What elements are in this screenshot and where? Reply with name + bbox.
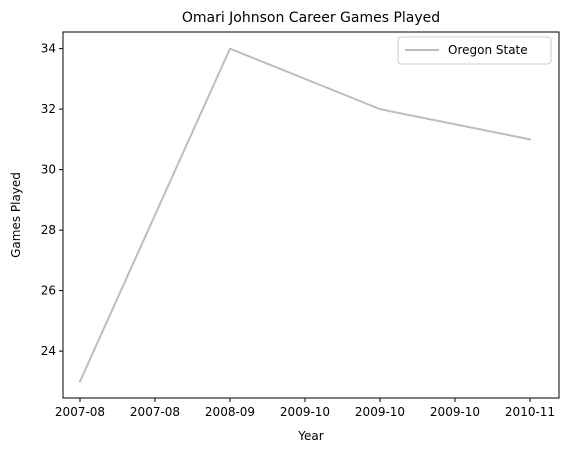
legend-label: Oregon State [448, 43, 528, 57]
legend: Oregon State [397, 36, 552, 65]
legend-box [397, 36, 552, 65]
x-tick-label: 2010-11 [505, 405, 555, 419]
x-tick-label: 2009-10 [430, 405, 480, 419]
y-tick-label: 28 [41, 223, 56, 237]
x-tick-label: 2008-09 [205, 405, 255, 419]
y-tick-label: 30 [41, 163, 56, 177]
y-tick-label: 24 [41, 344, 56, 358]
y-axis: 24 26 28 30 32 34 [41, 42, 63, 358]
x-tick-label: 2009-10 [280, 405, 330, 419]
y-tick-label: 26 [41, 284, 56, 298]
chart-title: Omari Johnson Career Games Played [182, 10, 440, 26]
series-layer [79, 47, 531, 383]
y-tick-label: 34 [41, 42, 56, 56]
y-tick-label: 32 [41, 102, 56, 116]
plot-frame [62, 31, 560, 399]
y-axis-label: Games Played [9, 172, 23, 258]
data-point [529, 138, 531, 141]
x-tick-label: 2009-10 [355, 405, 405, 419]
data-point [79, 380, 81, 383]
x-axis-label: Year [297, 429, 323, 443]
data-point [379, 108, 381, 111]
data-point [229, 47, 231, 50]
series-line [79, 47, 531, 383]
x-tick-label: 2007-08 [55, 405, 105, 419]
x-tick-label: 2007-08 [130, 405, 180, 419]
x-axis: 2007-08 2007-08 2008-09 2009-10 2009-10 2009-… [55, 398, 555, 419]
